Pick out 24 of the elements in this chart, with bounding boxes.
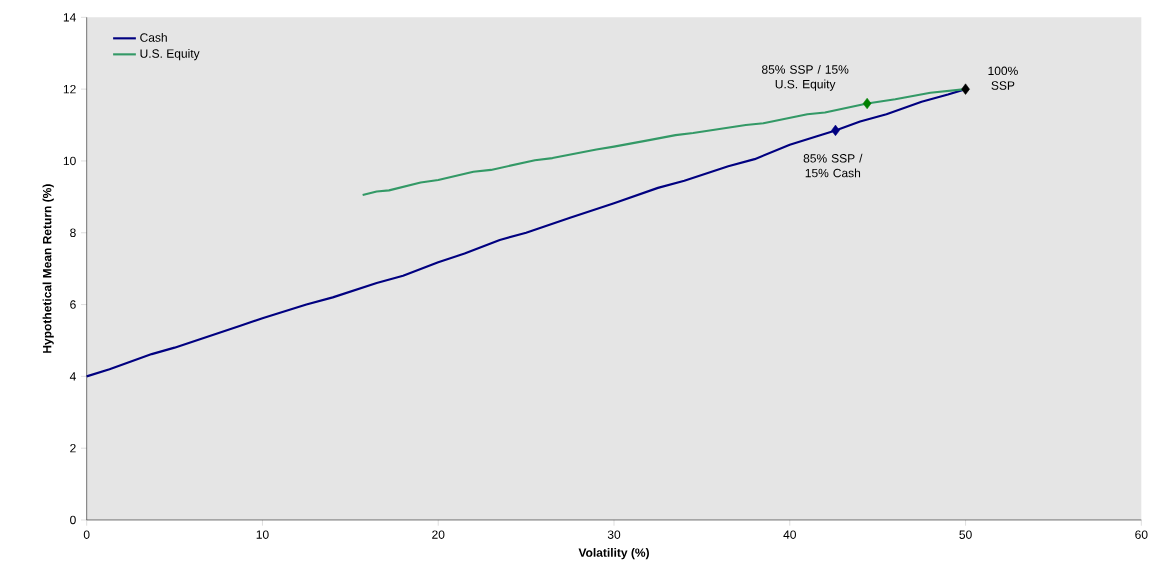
annotation: 100% SSP <box>988 66 1018 90</box>
y-tick-label: 2 <box>70 443 76 453</box>
y-tick-label: 0 <box>70 515 76 525</box>
y-tick-label: 14 <box>63 13 76 22</box>
legend-label: U.S. Equity <box>140 49 200 61</box>
y-tick-label: 12 <box>63 84 76 94</box>
annotation: 85% SSP / 15% Cash <box>803 153 863 178</box>
annotation: 85% SSP / 15% U.S. Equity <box>761 64 849 91</box>
x-tick-label: 50 <box>959 530 972 539</box>
y-tick-label: 6 <box>70 300 76 309</box>
point <box>961 83 970 95</box>
point <box>862 97 872 110</box>
y-tick-label: 8 <box>70 228 76 238</box>
x-tick-label: 30 <box>607 530 621 539</box>
legend-label: Cash <box>140 32 167 42</box>
x-tick-label: 60 <box>1135 530 1148 539</box>
y-tick-label: 4 <box>69 372 76 381</box>
x-tick-label: 10 <box>256 530 269 539</box>
x-axis-title: Volatility (%) <box>578 548 649 560</box>
x-tick-label: 40 <box>783 530 796 539</box>
y-axis-title: Hypothetical Mean Return (%) <box>42 184 54 353</box>
y-tick-label: 10 <box>63 156 76 166</box>
x-tick-label: 20 <box>432 530 445 539</box>
x-tick-label: 0 <box>83 530 90 539</box>
